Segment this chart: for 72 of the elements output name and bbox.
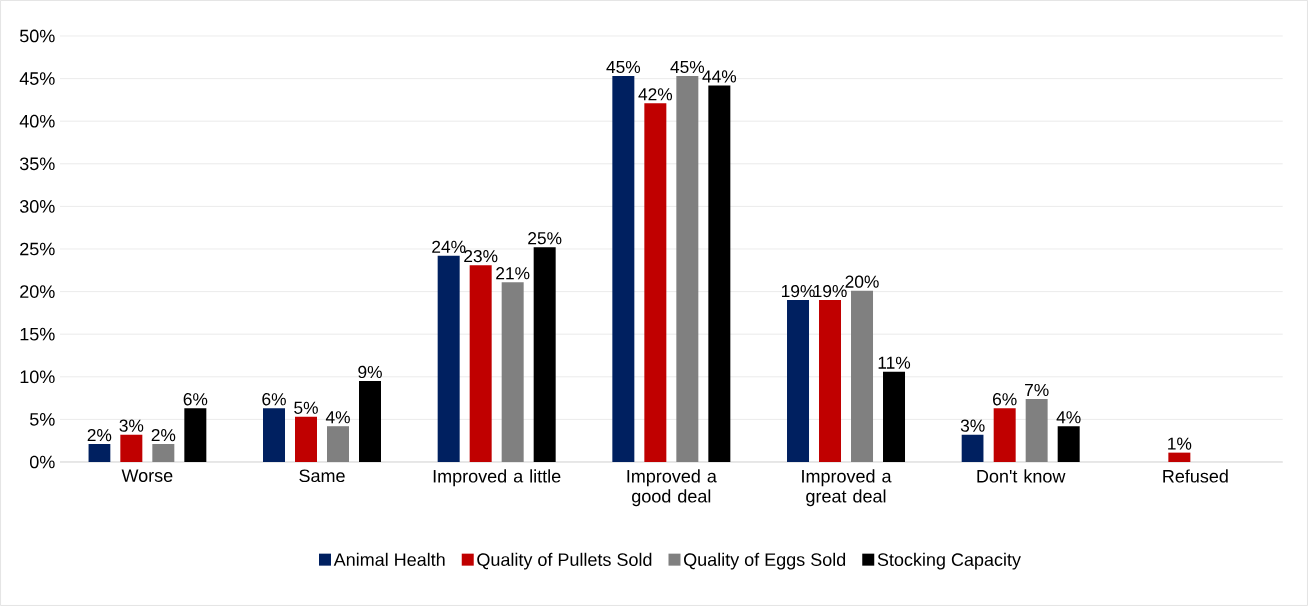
data-label: 42% — [638, 88, 673, 101]
legend-label: Quality of Eggs Sold — [684, 552, 846, 570]
data-label: 4% — [1056, 411, 1081, 424]
y-tick-label: 0% — [29, 455, 55, 469]
bar — [469, 265, 492, 462]
data-label: 19% — [781, 284, 815, 298]
bar — [1025, 398, 1048, 462]
data-label: 6% — [993, 393, 1017, 406]
bar — [327, 426, 349, 462]
y-tick-label: 5% — [29, 413, 55, 426]
data-label: 4% — [325, 411, 350, 424]
data-label: 7% — [1025, 383, 1049, 397]
data-label: 21% — [496, 267, 530, 280]
bar — [644, 103, 667, 462]
data-label: 2% — [151, 428, 176, 442]
x-tick-label: Don't know — [977, 469, 1066, 483]
x-tick-label: Same — [299, 469, 345, 483]
y-tick-label: 35% — [19, 157, 55, 171]
bar — [851, 290, 874, 462]
bar — [501, 282, 524, 462]
data-label: 20% — [845, 275, 879, 288]
data-label: 3% — [960, 419, 985, 432]
bar — [612, 76, 635, 462]
legend-label: Stocking Capacity — [877, 552, 1021, 570]
y-tick-label: 15% — [20, 327, 55, 341]
bar — [120, 434, 143, 462]
y-tick-label: 25% — [20, 242, 55, 256]
bar — [295, 416, 317, 462]
x-tick-label: Worse — [121, 469, 173, 482]
x-tick-label: Improved a good deal — [627, 469, 717, 507]
data-label: 11% — [878, 356, 911, 369]
bar — [993, 408, 1016, 462]
x-tick-label: Refused — [1163, 469, 1228, 483]
data-label: 44% — [702, 70, 737, 83]
bar — [263, 408, 285, 462]
data-label: 45% — [606, 60, 641, 74]
bar — [1057, 426, 1080, 462]
x-tick-label: Improved a little — [433, 469, 561, 487]
data-label: 5% — [294, 401, 318, 414]
bar — [152, 444, 175, 462]
bar — [88, 444, 111, 462]
data-label: 24% — [432, 240, 466, 253]
data-label: 3% — [119, 419, 144, 432]
data-label: 9% — [358, 365, 382, 379]
y-tick-label: 10% — [20, 370, 55, 384]
bar — [533, 247, 556, 462]
data-label: 45% — [670, 60, 705, 74]
data-label: 25% — [528, 232, 562, 245]
bar — [437, 255, 460, 462]
bar — [883, 371, 906, 462]
data-label: 6% — [183, 393, 208, 406]
bar — [708, 85, 731, 462]
data-label: 6% — [262, 393, 286, 406]
data-label: 2% — [87, 428, 112, 442]
y-tick-label: 45% — [19, 72, 55, 85]
data-label: 23% — [464, 249, 498, 263]
bar — [961, 434, 984, 462]
x-tick-label: Improved a great deal — [802, 469, 892, 507]
data-label: 1% — [1168, 437, 1192, 450]
legend-label: Quality of Pullets Sold — [477, 552, 652, 570]
bar — [359, 381, 381, 462]
bar — [184, 408, 207, 462]
bar — [676, 76, 699, 462]
y-tick-label: 40% — [19, 114, 55, 128]
y-tick-label: 20% — [20, 285, 55, 298]
bar — [1168, 452, 1191, 462]
y-tick-label: 50% — [19, 29, 55, 43]
data-label: 19% — [813, 284, 847, 298]
y-tick-label: 30% — [19, 200, 55, 213]
legend-label: Animal Health — [333, 552, 445, 567]
bar — [787, 300, 810, 462]
bar — [819, 300, 842, 462]
